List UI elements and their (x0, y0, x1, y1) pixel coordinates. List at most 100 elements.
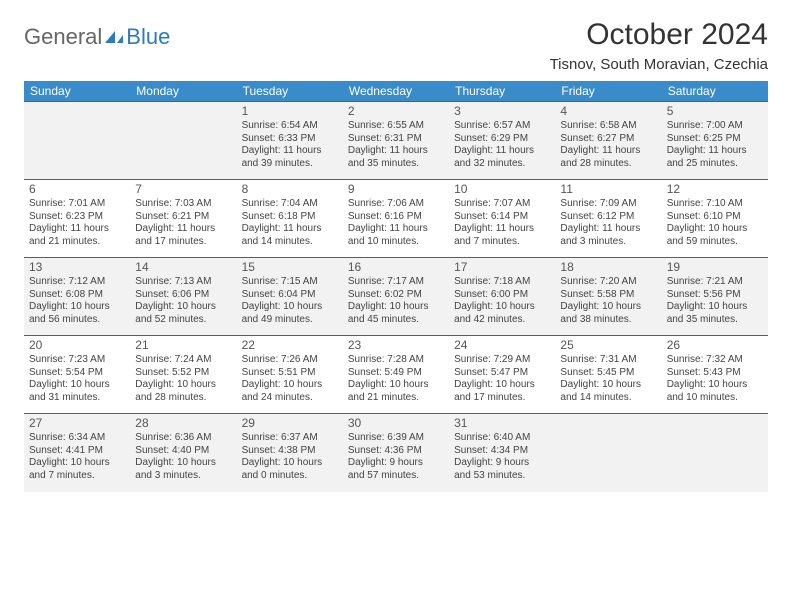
sunset-text: Sunset: 6:00 PM (454, 289, 550, 302)
day-number: 11 (560, 182, 656, 197)
sunrise-text: Sunrise: 7:06 AM (348, 198, 444, 211)
calendar-body: 1Sunrise: 6:54 AMSunset: 6:33 PMDaylight… (24, 102, 768, 492)
daylight-text: Daylight: 10 hours (667, 379, 763, 392)
sunset-text: Sunset: 6:02 PM (348, 289, 444, 302)
calendar-day-cell: 6Sunrise: 7:01 AMSunset: 6:23 PMDaylight… (24, 180, 130, 258)
daylight-text: and 56 minutes. (29, 314, 125, 327)
calendar-week-row: 27Sunrise: 6:34 AMSunset: 4:41 PMDayligh… (24, 414, 768, 492)
sunset-text: Sunset: 4:41 PM (29, 445, 125, 458)
daylight-text: and 31 minutes. (29, 392, 125, 405)
sunset-text: Sunset: 6:25 PM (667, 133, 763, 146)
sunrise-text: Sunrise: 7:21 AM (667, 276, 763, 289)
sunset-text: Sunset: 6:16 PM (348, 211, 444, 224)
weekday-header: Wednesday (343, 81, 449, 102)
daylight-text: Daylight: 10 hours (29, 457, 125, 470)
day-number: 23 (348, 338, 444, 353)
day-number: 26 (667, 338, 763, 353)
calendar-day-cell: 21Sunrise: 7:24 AMSunset: 5:52 PMDayligh… (130, 336, 236, 414)
day-number: 9 (348, 182, 444, 197)
daylight-text: and 42 minutes. (454, 314, 550, 327)
calendar-day-cell: 27Sunrise: 6:34 AMSunset: 4:41 PMDayligh… (24, 414, 130, 492)
daylight-text: and 17 minutes. (135, 236, 231, 249)
day-number: 24 (454, 338, 550, 353)
daylight-text: Daylight: 11 hours (560, 223, 656, 236)
weekday-header: Tuesday (237, 81, 343, 102)
day-number: 14 (135, 260, 231, 275)
sunrise-text: Sunrise: 7:32 AM (667, 354, 763, 367)
sunset-text: Sunset: 4:36 PM (348, 445, 444, 458)
calendar-day-cell: 16Sunrise: 7:17 AMSunset: 6:02 PMDayligh… (343, 258, 449, 336)
daylight-text: and 28 minutes. (135, 392, 231, 405)
daylight-text: Daylight: 11 hours (29, 223, 125, 236)
calendar-day-cell: 12Sunrise: 7:10 AMSunset: 6:10 PMDayligh… (662, 180, 768, 258)
weekday-header: Thursday (449, 81, 555, 102)
sunset-text: Sunset: 6:23 PM (29, 211, 125, 224)
calendar-day-cell: 24Sunrise: 7:29 AMSunset: 5:47 PMDayligh… (449, 336, 555, 414)
calendar-day-cell: 20Sunrise: 7:23 AMSunset: 5:54 PMDayligh… (24, 336, 130, 414)
daylight-text: and 7 minutes. (29, 470, 125, 483)
sunrise-text: Sunrise: 6:55 AM (348, 120, 444, 133)
day-number: 16 (348, 260, 444, 275)
calendar-day-cell: 28Sunrise: 6:36 AMSunset: 4:40 PMDayligh… (130, 414, 236, 492)
calendar-day-cell: 23Sunrise: 7:28 AMSunset: 5:49 PMDayligh… (343, 336, 449, 414)
day-number: 17 (454, 260, 550, 275)
weekday-header-row: SundayMondayTuesdayWednesdayThursdayFrid… (24, 81, 768, 102)
weekday-header: Saturday (662, 81, 768, 102)
location: Tisnov, South Moravian, Czechia (550, 56, 768, 73)
calendar-day-cell: 30Sunrise: 6:39 AMSunset: 4:36 PMDayligh… (343, 414, 449, 492)
weekday-header: Sunday (24, 81, 130, 102)
sunset-text: Sunset: 6:08 PM (29, 289, 125, 302)
sunrise-text: Sunrise: 7:29 AM (454, 354, 550, 367)
daylight-text: Daylight: 10 hours (348, 301, 444, 314)
day-number: 4 (560, 104, 656, 119)
calendar-week-row: 20Sunrise: 7:23 AMSunset: 5:54 PMDayligh… (24, 336, 768, 414)
sunrise-text: Sunrise: 7:12 AM (29, 276, 125, 289)
sunrise-text: Sunrise: 6:39 AM (348, 432, 444, 445)
logo-sail-icon (104, 30, 124, 44)
sunrise-text: Sunrise: 6:34 AM (29, 432, 125, 445)
daylight-text: and 24 minutes. (242, 392, 338, 405)
daylight-text: and 49 minutes. (242, 314, 338, 327)
sunset-text: Sunset: 5:54 PM (29, 367, 125, 380)
day-number: 29 (242, 416, 338, 431)
daylight-text: Daylight: 11 hours (135, 223, 231, 236)
day-number: 5 (667, 104, 763, 119)
day-number: 3 (454, 104, 550, 119)
daylight-text: Daylight: 10 hours (242, 301, 338, 314)
daylight-text: and 14 minutes. (560, 392, 656, 405)
daylight-text: Daylight: 10 hours (560, 301, 656, 314)
sunset-text: Sunset: 6:06 PM (135, 289, 231, 302)
daylight-text: and 35 minutes. (348, 158, 444, 171)
sunset-text: Sunset: 5:51 PM (242, 367, 338, 380)
daylight-text: and 25 minutes. (667, 158, 763, 171)
day-number: 31 (454, 416, 550, 431)
daylight-text: Daylight: 10 hours (135, 457, 231, 470)
sunset-text: Sunset: 6:10 PM (667, 211, 763, 224)
sunrise-text: Sunrise: 7:18 AM (454, 276, 550, 289)
daylight-text: Daylight: 10 hours (454, 301, 550, 314)
daylight-text: Daylight: 11 hours (667, 145, 763, 158)
sunrise-text: Sunrise: 6:37 AM (242, 432, 338, 445)
sunset-text: Sunset: 5:47 PM (454, 367, 550, 380)
daylight-text: and 3 minutes. (560, 236, 656, 249)
day-number: 27 (29, 416, 125, 431)
calendar-week-row: 13Sunrise: 7:12 AMSunset: 6:08 PMDayligh… (24, 258, 768, 336)
day-number: 21 (135, 338, 231, 353)
sunset-text: Sunset: 6:31 PM (348, 133, 444, 146)
day-number: 1 (242, 104, 338, 119)
day-number: 12 (667, 182, 763, 197)
month-title: October 2024 (550, 18, 768, 52)
calendar-table: SundayMondayTuesdayWednesdayThursdayFrid… (24, 81, 768, 492)
daylight-text: and 21 minutes. (29, 236, 125, 249)
calendar-day-cell: 26Sunrise: 7:32 AMSunset: 5:43 PMDayligh… (662, 336, 768, 414)
sunrise-text: Sunrise: 7:17 AM (348, 276, 444, 289)
day-number: 19 (667, 260, 763, 275)
calendar-day-cell: 22Sunrise: 7:26 AMSunset: 5:51 PMDayligh… (237, 336, 343, 414)
sunset-text: Sunset: 5:56 PM (667, 289, 763, 302)
sunset-text: Sunset: 6:33 PM (242, 133, 338, 146)
daylight-text: Daylight: 10 hours (667, 301, 763, 314)
daylight-text: Daylight: 10 hours (29, 301, 125, 314)
sunset-text: Sunset: 5:58 PM (560, 289, 656, 302)
sunrise-text: Sunrise: 7:07 AM (454, 198, 550, 211)
daylight-text: Daylight: 11 hours (242, 145, 338, 158)
